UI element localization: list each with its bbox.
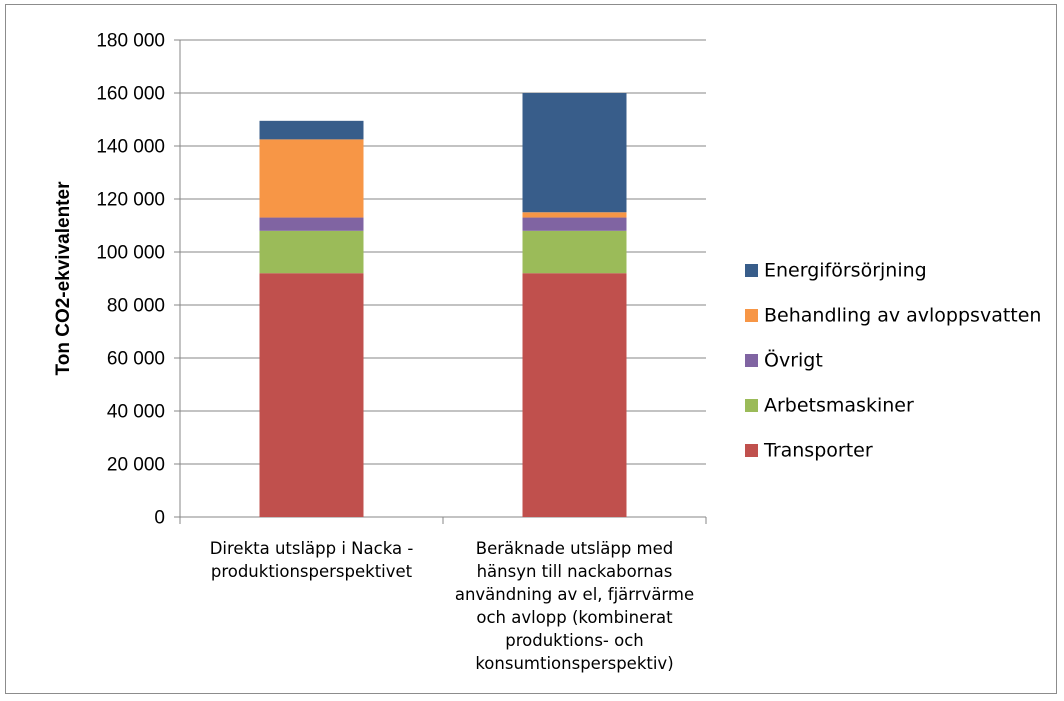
- y-axis-title: Ton CO2-ekvivalenter: [53, 181, 74, 376]
- y-tick-label: 60 000: [107, 349, 165, 370]
- x-category-label: hänsyn till nackabornas: [477, 562, 673, 581]
- bar-segment: [259, 217, 364, 231]
- y-tick-label: 80 000: [107, 296, 165, 317]
- legend-swatch: [745, 399, 758, 412]
- y-tick-label: 20 000: [107, 455, 165, 476]
- bar-segment: [522, 217, 627, 231]
- x-category-label: konsumtionsperspektiv): [475, 654, 673, 673]
- y-tick-label: 160 000: [96, 84, 165, 105]
- legend-label: Behandling av avloppsvatten: [764, 305, 1041, 327]
- y-tick-label: 100 000: [96, 243, 165, 264]
- legend-label: Arbetsmaskiner: [764, 395, 914, 417]
- x-category-label: Beräknade utsläpp med: [476, 539, 673, 558]
- legend-label: Övrigt: [764, 349, 823, 372]
- x-category-label: och avlopp (kombinerat: [476, 608, 673, 627]
- bar-segment: [522, 93, 627, 213]
- y-tick-label: 0: [154, 508, 165, 529]
- bar-segment: [259, 120, 364, 140]
- x-category-label: Direkta utsläpp i Nacka -: [210, 539, 414, 558]
- legend-label: Energiförsörjning: [764, 260, 927, 282]
- legend-swatch: [745, 309, 758, 322]
- bar-segment: [522, 273, 627, 517]
- bar-segment: [259, 230, 364, 274]
- y-tick-label: 120 000: [96, 190, 165, 211]
- legend-swatch: [745, 264, 758, 277]
- bar-segment: [522, 212, 627, 218]
- bar-segment: [259, 273, 364, 517]
- bar-segment: [522, 230, 627, 274]
- bar-segment: [259, 139, 364, 218]
- legend-swatch: [745, 354, 758, 367]
- x-category-label: produktionsperspektivet: [211, 562, 413, 581]
- x-category-label: produktions- och: [505, 631, 644, 650]
- legend-swatch: [745, 444, 758, 457]
- y-tick-label: 180 000: [96, 31, 165, 52]
- legend-label: Transporter: [763, 440, 873, 462]
- y-tick-label: 40 000: [107, 402, 165, 423]
- x-category-label: användning av el, fjärrvärme: [455, 585, 694, 604]
- y-tick-label: 140 000: [96, 137, 165, 158]
